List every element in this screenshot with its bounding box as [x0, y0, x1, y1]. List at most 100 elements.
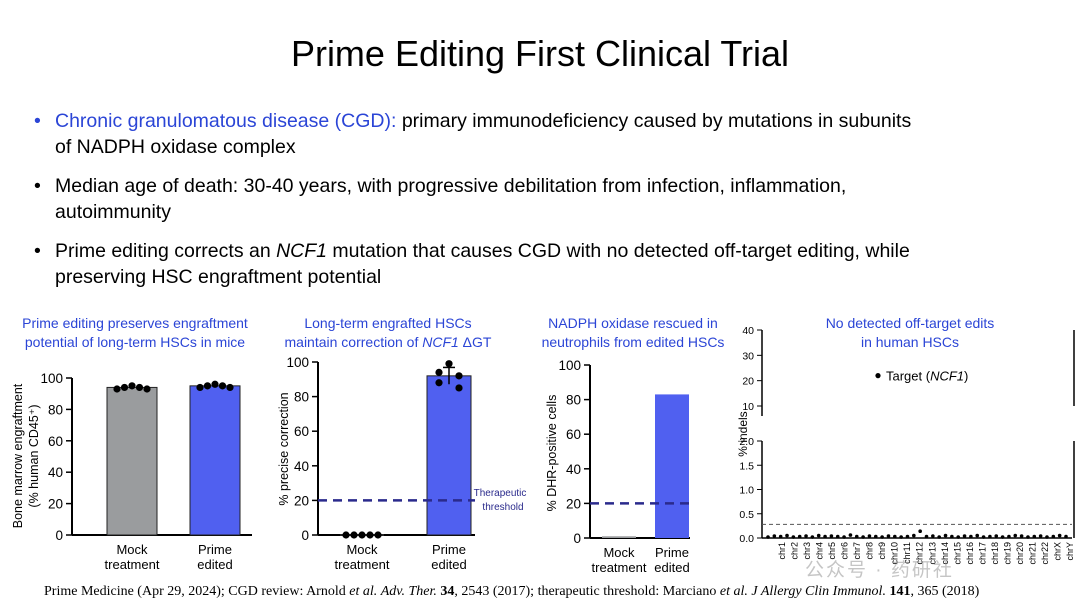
x-category-label: Mock	[603, 545, 635, 560]
bar-mock	[602, 536, 636, 538]
offtarget-point	[1032, 534, 1037, 539]
chromosome-label: chr12	[915, 542, 925, 565]
data-point	[435, 379, 443, 387]
chromosome-label: chr17	[977, 542, 987, 565]
y-tick-label: 2.0	[739, 436, 754, 448]
chart2-title: Long-term engrafted HSCs maintain correc…	[272, 314, 504, 352]
y-tick-label: 60	[48, 434, 63, 449]
x-category-label: Prime	[655, 545, 689, 560]
bullet-age: • Median age of death: 30-40 years, with…	[34, 173, 1064, 225]
watermark: 公众号 · 药研社	[805, 560, 954, 581]
bullet-text: primary immunodeficiency caused by mutat…	[396, 110, 912, 132]
offtarget-point	[823, 534, 827, 539]
offtarget-point	[988, 534, 992, 539]
y-tick-label: 60	[566, 427, 581, 442]
offtarget-point	[943, 533, 948, 538]
data-point	[143, 385, 151, 393]
offtarget-point	[969, 534, 973, 539]
chromosome-label: chr3	[802, 542, 812, 560]
y-tick-label: 100	[558, 358, 581, 373]
chromosome-label: chr20	[1015, 542, 1025, 565]
x-category-label: Prime	[198, 542, 232, 557]
chart3-title: NADPH oxidase rescued in neutrophils fro…	[520, 314, 746, 352]
citation-italic: et al.	[719, 584, 748, 599]
offtarget-point	[778, 534, 783, 539]
chromosome-label: chr15	[952, 542, 962, 565]
chromosome-label: chr14	[940, 542, 950, 565]
citation-journal: J Allergy Clin Immunol.	[751, 584, 886, 599]
data-point	[374, 531, 382, 539]
offtarget-point	[931, 534, 935, 538]
data-point	[135, 383, 144, 392]
x-category-label: treatment	[105, 557, 160, 572]
offtarget-point	[956, 535, 961, 539]
chromosome-label: chrX	[1052, 542, 1062, 561]
chart1-title-line1: Prime editing preserves engraftment	[22, 315, 248, 331]
bullet-dot: •	[34, 240, 41, 262]
chart4-title-line2: in human HSCs	[860, 334, 960, 350]
bullet-cgd: • Chronic granulomatous disease (CGD): p…	[34, 108, 1064, 160]
bullet-text-cont: preserving HSC engraftment potential	[55, 266, 382, 288]
chromosome-label: chr19	[1002, 542, 1012, 565]
x-category-label: treatment	[592, 560, 647, 575]
offtarget-point	[950, 534, 954, 539]
citation-italic: et al.	[349, 584, 378, 599]
y-tick-label: 1.5	[739, 460, 754, 472]
citation-part: , 2543 (2017); therapeutic threshold: Ma…	[454, 584, 720, 599]
bar-prime	[189, 385, 241, 536]
chart1-title-line2: potential of long-term HSCs in mice	[24, 334, 246, 350]
offtarget-point	[797, 534, 802, 539]
offtarget-point	[924, 534, 929, 539]
chart3-title-line1: NADPH oxidase rescued in	[548, 315, 718, 331]
data-point	[211, 380, 219, 388]
y-tick-label: 10	[742, 401, 754, 413]
chart4-title-line1: No detected off-target edits	[825, 315, 995, 331]
data-point	[113, 385, 121, 393]
offtarget-point	[905, 534, 910, 539]
offtarget-point	[975, 533, 980, 538]
chromosome-label: chr1	[777, 542, 787, 560]
gene-name: NCF1	[276, 240, 328, 262]
data-point	[435, 368, 443, 376]
y-tick-label: 30	[742, 350, 754, 362]
y-tick-label: 60	[294, 424, 309, 439]
data-point	[455, 384, 463, 392]
offtarget-point	[785, 533, 789, 538]
cgd-term: Chronic granulomatous disease (CGD):	[55, 110, 397, 132]
data-point	[358, 531, 366, 539]
chromosome-label: chr7	[852, 542, 862, 560]
x-category-label: edited	[654, 560, 689, 575]
chart4-title: No detected off-target edits in human HS…	[790, 314, 1030, 352]
bullet-prime-editing: • Prime editing corrects an NCF1 mutatio…	[34, 238, 1064, 290]
chromosome-label: chr16	[965, 542, 975, 565]
chromosome-label: chr9	[877, 542, 887, 560]
bullet-dot: •	[34, 175, 41, 197]
offtarget-point	[835, 534, 840, 539]
offtarget-point	[899, 535, 903, 539]
y-tick-label: 0	[301, 528, 309, 543]
chromosome-label: chr18	[990, 542, 1000, 565]
target-label: Target (NCF1)	[886, 369, 968, 384]
y-tick-label: 100	[40, 371, 63, 386]
chromosome-label: chr10	[890, 542, 900, 565]
offtarget-point	[937, 535, 941, 539]
threshold-label: threshold	[482, 502, 523, 513]
chromosome-label: chr13	[927, 542, 937, 565]
y-axis-label: % DHR-positive cells	[545, 395, 559, 512]
y-tick-label: 1.0	[739, 485, 754, 497]
bullet-text: Prime editing corrects an	[55, 240, 277, 262]
offtarget-point	[918, 529, 922, 534]
x-category-label: treatment	[335, 557, 390, 572]
offtarget-point	[1057, 533, 1062, 538]
offtarget-point	[981, 535, 986, 539]
data-point	[128, 382, 136, 390]
chromosome-label: chr8	[865, 542, 875, 560]
chromosome-label: chr5	[827, 542, 837, 560]
y-tick-label: 0.0	[739, 533, 754, 545]
offtarget-point	[816, 533, 821, 538]
bullet-text-after: mutation that causes CGD with no detecte…	[327, 240, 910, 262]
y-tick-label: 80	[294, 390, 309, 405]
x-category-label: Mock	[116, 542, 148, 557]
y-tick-label: 0.5	[739, 509, 754, 521]
offtarget-point	[994, 534, 999, 538]
